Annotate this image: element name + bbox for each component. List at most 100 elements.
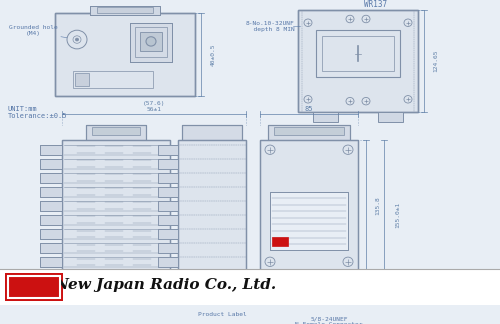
Bar	[40, 243, 62, 253]
Bar	[378, 112, 403, 122]
Bar	[313, 112, 338, 122]
Bar	[158, 214, 178, 225]
Bar	[135, 28, 167, 57]
Bar	[178, 140, 246, 271]
Bar	[40, 257, 62, 267]
Bar	[158, 173, 178, 183]
Bar	[62, 140, 170, 271]
Bar	[182, 125, 242, 142]
Bar	[170, 229, 192, 239]
Bar	[40, 173, 62, 183]
Bar	[40, 145, 62, 155]
Bar	[170, 257, 192, 267]
Bar	[170, 214, 192, 225]
Bar	[221, 271, 237, 288]
Bar	[40, 214, 62, 225]
Bar	[158, 159, 178, 169]
Bar	[140, 32, 162, 51]
Bar	[268, 125, 350, 142]
Bar	[40, 201, 62, 211]
Bar	[55, 13, 195, 96]
Bar	[298, 10, 418, 112]
Bar	[170, 173, 192, 183]
Text: UNIT:mm
Tolerance:±0.5: UNIT:mm Tolerance:±0.5	[8, 106, 68, 119]
Text: JRC: JRC	[276, 239, 284, 244]
Bar	[158, 159, 178, 169]
Bar	[182, 125, 242, 142]
Bar	[270, 192, 348, 250]
Text: JRC: JRC	[15, 277, 53, 297]
Bar	[170, 201, 192, 211]
Bar	[170, 214, 192, 225]
Bar	[40, 229, 62, 239]
Bar	[170, 159, 192, 169]
Bar	[270, 192, 348, 250]
Bar	[170, 173, 192, 183]
Bar	[158, 257, 178, 267]
Text: Grounded hole
(M4): Grounded hole (M4)	[8, 25, 58, 36]
Bar	[170, 145, 192, 155]
Bar	[158, 257, 178, 267]
Text: 124.65: 124.65	[434, 50, 438, 72]
Bar	[170, 229, 192, 239]
Bar	[5, 273, 63, 301]
Bar	[274, 127, 344, 135]
Bar	[55, 13, 195, 96]
Bar	[158, 201, 178, 211]
Circle shape	[146, 37, 156, 46]
Text: WR137: WR137	[364, 1, 388, 9]
Bar	[40, 214, 62, 225]
Bar	[40, 159, 62, 169]
Bar	[75, 73, 89, 86]
Bar	[300, 271, 318, 288]
Bar	[40, 187, 62, 197]
Text: 5/8-24UNEF
N-Female Connector: 5/8-24UNEF N-Female Connector	[295, 316, 363, 324]
Bar	[90, 6, 160, 15]
Circle shape	[135, 288, 151, 303]
Bar	[298, 10, 418, 112]
Bar	[300, 271, 318, 288]
Bar	[158, 243, 178, 253]
Bar	[40, 159, 62, 169]
Bar	[40, 187, 62, 197]
Bar	[158, 173, 178, 183]
Bar	[40, 257, 62, 267]
Bar	[134, 271, 152, 288]
Circle shape	[301, 288, 317, 303]
Bar	[170, 187, 192, 197]
Text: 155.0±1: 155.0±1	[396, 202, 400, 228]
Text: 8-No.10-32UNF
  depth 8 MIN: 8-No.10-32UNF depth 8 MIN	[246, 21, 294, 32]
Text: Product Label: Product Label	[198, 312, 246, 317]
Bar	[86, 125, 146, 142]
Bar	[158, 187, 178, 197]
Bar	[316, 30, 400, 77]
Bar	[158, 214, 178, 225]
Bar	[170, 145, 192, 155]
Bar	[8, 276, 60, 298]
Bar	[158, 243, 178, 253]
Bar	[0, 269, 500, 305]
Bar	[158, 229, 178, 239]
Bar	[40, 201, 62, 211]
Bar	[97, 7, 153, 13]
Bar	[40, 173, 62, 183]
Text: 135.8: 135.8	[376, 196, 380, 215]
Bar	[170, 187, 192, 197]
Bar	[170, 159, 192, 169]
Bar	[178, 140, 246, 271]
Circle shape	[188, 289, 202, 302]
Text: 40±0.5: 40±0.5	[210, 43, 216, 66]
Bar	[187, 271, 203, 288]
Bar	[272, 237, 288, 246]
Text: New Japan Radio Co., Ltd.: New Japan Radio Co., Ltd.	[54, 278, 276, 292]
Bar	[40, 145, 62, 155]
Bar	[170, 243, 192, 253]
Bar	[130, 23, 172, 62]
Bar	[86, 125, 146, 142]
Bar	[170, 257, 192, 267]
Bar	[158, 145, 178, 155]
Circle shape	[222, 289, 236, 302]
Bar	[260, 140, 358, 271]
Circle shape	[81, 288, 97, 303]
Bar	[80, 271, 98, 288]
